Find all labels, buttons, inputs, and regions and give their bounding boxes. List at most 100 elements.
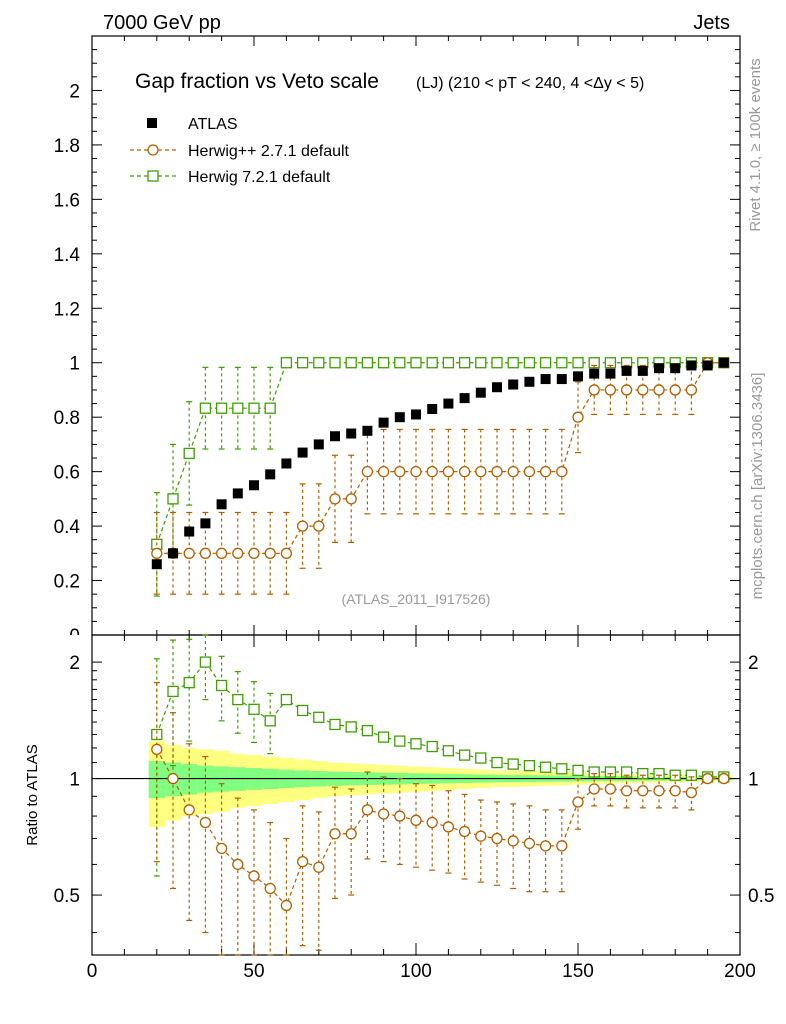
ratio-herwig7-point bbox=[329, 718, 341, 731]
main-herwig-pp-point bbox=[361, 465, 374, 478]
ratio-herwig7-point bbox=[442, 745, 455, 757]
ratio-herwig7-point bbox=[167, 685, 179, 698]
main-atlas-point bbox=[621, 365, 632, 376]
main-herwig7-point bbox=[264, 402, 276, 414]
ratio-herwig-pp-point bbox=[588, 783, 600, 795]
ratio-ytick-label-left: 2 bbox=[69, 653, 80, 674]
ratio-xtick-label: 100 bbox=[400, 961, 432, 982]
ratio-herwig7-point bbox=[345, 721, 357, 733]
ratio-herwig7-point bbox=[426, 740, 438, 753]
main-atlas-point bbox=[330, 431, 340, 442]
ratio-herwig-pp-point bbox=[264, 882, 276, 895]
ratio-herwig7-point bbox=[394, 735, 406, 747]
main-herwig-pp-point bbox=[248, 547, 260, 559]
ratio-herwig7-point bbox=[604, 766, 617, 778]
main-herwig7-point bbox=[410, 357, 422, 369]
main-atlas-point bbox=[475, 387, 486, 398]
legend: ATLAS Herwig++ 2.7.1 default Herwig 7.2.… bbox=[130, 116, 350, 186]
main-herwig7-point bbox=[426, 357, 438, 369]
main-herwig7-point bbox=[232, 402, 244, 414]
main-herwig7-point bbox=[280, 357, 293, 369]
main-herwig-pp-point bbox=[377, 465, 390, 478]
ratio-xtick-label: 0 bbox=[87, 961, 98, 982]
main-atlas-point bbox=[540, 374, 551, 385]
ratio-herwig-pp-point bbox=[151, 743, 163, 755]
ratio-herwig7-point bbox=[507, 758, 519, 770]
ratio-herwig7-point bbox=[296, 704, 309, 717]
main-herwig-pp-point bbox=[604, 384, 617, 396]
main-herwig7-point bbox=[442, 357, 455, 369]
main-herwig7-point bbox=[377, 357, 390, 369]
ratio-herwig7-point bbox=[572, 764, 584, 777]
ratio-herwig-pp-point bbox=[313, 861, 325, 873]
main-atlas-point bbox=[394, 412, 405, 423]
main-herwig-pp-point bbox=[394, 465, 406, 478]
ratio-herwig-pp-point bbox=[669, 785, 681, 797]
ratio-ytick-label-right: 0.5 bbox=[748, 886, 774, 907]
mcplots-label: mcplots.cern.ch [arXiv:1306.3436] bbox=[749, 373, 766, 600]
rivet-label: Rivet 4.1.0, ≥ 100k events bbox=[747, 58, 764, 231]
legend-label-herwig-pp: Herwig++ 2.7.1 default bbox=[188, 143, 350, 160]
ratio-herwig-pp-point bbox=[718, 772, 730, 785]
main-herwig-pp-point bbox=[183, 547, 195, 559]
main-herwig-pp-point bbox=[458, 465, 471, 478]
main-herwig-pp-point bbox=[345, 493, 357, 505]
main-atlas-point bbox=[232, 488, 243, 499]
main-atlas-point bbox=[346, 428, 357, 439]
ratio-xtick-label: 150 bbox=[562, 961, 594, 982]
ratio-herwig-pp-point bbox=[232, 858, 244, 871]
main-herwig7-point bbox=[394, 357, 406, 369]
main-herwig7-point bbox=[539, 357, 552, 369]
ratio-herwig-pp-point bbox=[523, 837, 536, 850]
main-herwig7-point bbox=[345, 357, 357, 369]
main-atlas-point bbox=[686, 360, 697, 371]
main-atlas-point bbox=[637, 365, 648, 376]
main-atlas-point bbox=[200, 518, 211, 529]
main-herwig7-point bbox=[507, 357, 519, 369]
ratio-herwig-pp-point bbox=[394, 810, 406, 822]
ratio-herwig-pp-point bbox=[701, 772, 714, 785]
main-atlas-point bbox=[443, 398, 454, 409]
ratio-herwig-pp-point bbox=[248, 870, 260, 882]
ratio-herwig7-point bbox=[313, 711, 325, 723]
main-atlas-point bbox=[313, 439, 324, 450]
main-herwig-pp-point bbox=[232, 547, 244, 559]
main-ytick-label: 0.8 bbox=[54, 408, 80, 429]
main-herwig7-point bbox=[296, 357, 309, 369]
ratio-ytick-label-left: 1 bbox=[69, 770, 80, 791]
main-ytick-label: 1 bbox=[69, 354, 80, 375]
main-herwig-pp-point bbox=[523, 465, 536, 478]
main-herwig-pp-point bbox=[296, 520, 309, 532]
main-atlas-point bbox=[670, 363, 681, 374]
ratio-herwig-pp-point bbox=[620, 785, 633, 797]
main-herwig-pp-point bbox=[313, 520, 325, 532]
ratio-herwig7-point bbox=[588, 766, 600, 778]
main-atlas-point bbox=[702, 360, 713, 371]
main-herwig-pp-point bbox=[215, 547, 228, 559]
main-herwig7-point bbox=[313, 357, 325, 369]
main-herwig-pp-point bbox=[620, 384, 633, 396]
main-herwig-pp-point bbox=[685, 384, 698, 396]
main-herwig-pp-point bbox=[507, 465, 519, 478]
ratio-herwig-pp-point bbox=[280, 899, 293, 912]
main-herwig-pp-point bbox=[475, 465, 487, 478]
main-herwig-pp-point bbox=[491, 465, 503, 478]
ratio-herwig7-point bbox=[539, 761, 552, 773]
main-herwig-pp-point bbox=[280, 547, 293, 559]
main-atlas-point bbox=[718, 357, 729, 368]
main-herwig-pp-point bbox=[539, 465, 552, 478]
main-herwig-pp-point bbox=[588, 384, 600, 396]
legend-label-atlas: ATLAS bbox=[188, 116, 238, 133]
ratio-herwig-pp-point bbox=[377, 808, 390, 820]
header-right: Jets bbox=[693, 12, 730, 34]
ratio-herwig7-point bbox=[183, 676, 195, 689]
main-atlas-point bbox=[411, 409, 421, 420]
ratio-herwig-pp-point bbox=[556, 840, 568, 852]
main-atlas-point bbox=[216, 499, 227, 510]
main-ytick-label: 1.6 bbox=[54, 190, 80, 211]
ratio-herwig-pp-point bbox=[345, 828, 357, 840]
ratio-herwig-pp-point bbox=[361, 804, 374, 816]
ratio-herwig7-point bbox=[458, 749, 471, 761]
ratio-herwig-pp-point bbox=[329, 828, 341, 840]
